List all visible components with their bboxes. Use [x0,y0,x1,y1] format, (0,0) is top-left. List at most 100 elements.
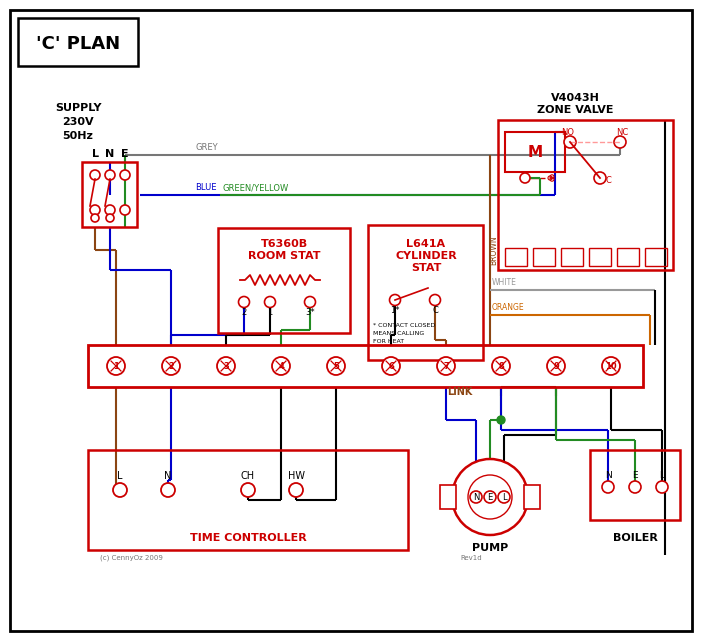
Circle shape [452,459,528,535]
Circle shape [614,136,626,148]
Text: BLUE: BLUE [195,183,216,192]
Circle shape [105,205,115,215]
Text: 3: 3 [223,362,229,370]
Text: ROOM STAT: ROOM STAT [248,251,320,261]
Circle shape [498,491,510,503]
Text: Rev1d: Rev1d [460,555,482,561]
Text: 1: 1 [267,308,272,317]
Circle shape [594,172,606,184]
Text: L: L [502,492,506,501]
Circle shape [265,297,275,308]
Text: L: L [117,471,123,481]
Bar [561,248,583,266]
Circle shape [106,214,114,222]
Text: 10: 10 [605,362,617,370]
Circle shape [105,170,115,180]
Text: NO: NO [562,128,574,137]
Circle shape [492,357,510,375]
Circle shape [327,357,345,375]
Text: FOR HEAT: FOR HEAT [373,338,404,344]
Circle shape [497,416,505,424]
Circle shape [547,357,565,375]
Text: N: N [164,471,172,481]
Text: 6: 6 [388,362,394,370]
Text: 8: 8 [498,362,504,370]
Text: MEANS CALLING: MEANS CALLING [373,331,424,335]
Text: 'C' PLAN: 'C' PLAN [36,35,120,53]
Text: HW: HW [288,471,305,481]
Circle shape [120,170,130,180]
Bar [617,248,639,266]
Circle shape [289,483,303,497]
Text: PUMP: PUMP [472,543,508,553]
Bar [88,345,643,387]
Text: C: C [605,176,611,185]
Text: M: M [527,144,543,160]
Text: * CONTACT CLOSED: * CONTACT CLOSED [373,322,435,328]
Circle shape [305,297,315,308]
Text: CYLINDER: CYLINDER [395,251,457,261]
Bar [88,450,408,550]
Circle shape [113,483,127,497]
Circle shape [90,170,100,180]
Text: ZONE VALVE: ZONE VALVE [537,105,614,115]
Bar [505,132,565,172]
Bar [590,450,680,520]
Circle shape [107,357,125,375]
Bar [533,248,555,266]
Text: CH: CH [241,471,255,481]
Circle shape [390,294,401,306]
Text: SUPPLY: SUPPLY [55,103,101,113]
Text: L: L [659,470,665,479]
Text: 2: 2 [241,308,246,317]
Circle shape [90,205,100,215]
Circle shape [484,491,496,503]
Bar [645,248,667,266]
Bar [505,248,527,266]
Text: TIME CONTROLLER: TIME CONTROLLER [190,533,306,543]
Text: E: E [633,470,638,479]
Text: LINK: LINK [447,387,472,397]
Circle shape [91,214,99,222]
Circle shape [602,481,614,493]
Circle shape [629,481,641,493]
Circle shape [520,173,530,183]
Circle shape [382,357,400,375]
Text: N: N [473,492,479,501]
Circle shape [437,357,455,375]
Text: 1*: 1* [390,306,399,315]
Text: 7: 7 [443,362,449,370]
Circle shape [217,357,235,375]
Text: (c) CennyOz 2009: (c) CennyOz 2009 [100,554,163,562]
Circle shape [564,136,576,148]
Text: BROWN: BROWN [489,235,498,265]
Text: GREEN/YELLOW: GREEN/YELLOW [222,183,289,192]
Text: N: N [604,470,611,479]
Circle shape [656,481,668,493]
Text: L641A: L641A [406,239,446,249]
Text: 4: 4 [278,362,284,370]
Text: N: N [105,149,114,159]
Circle shape [468,475,512,519]
Circle shape [239,297,249,308]
Circle shape [470,491,482,503]
Bar [82,162,137,227]
Circle shape [602,357,620,375]
Text: L: L [91,149,98,159]
Circle shape [161,483,175,497]
Text: STAT: STAT [411,263,441,273]
Text: 2: 2 [168,362,174,370]
Text: T6360B: T6360B [260,239,307,249]
Circle shape [272,357,290,375]
Circle shape [241,483,255,497]
Circle shape [162,357,180,375]
Text: 3*: 3* [305,308,314,317]
Bar [218,228,350,333]
Bar [440,485,456,509]
Text: GREY: GREY [195,143,218,152]
Text: WHITE: WHITE [492,278,517,287]
Bar [524,485,540,509]
Bar [589,248,611,266]
Text: ORANGE: ORANGE [492,303,524,312]
Circle shape [430,294,440,306]
